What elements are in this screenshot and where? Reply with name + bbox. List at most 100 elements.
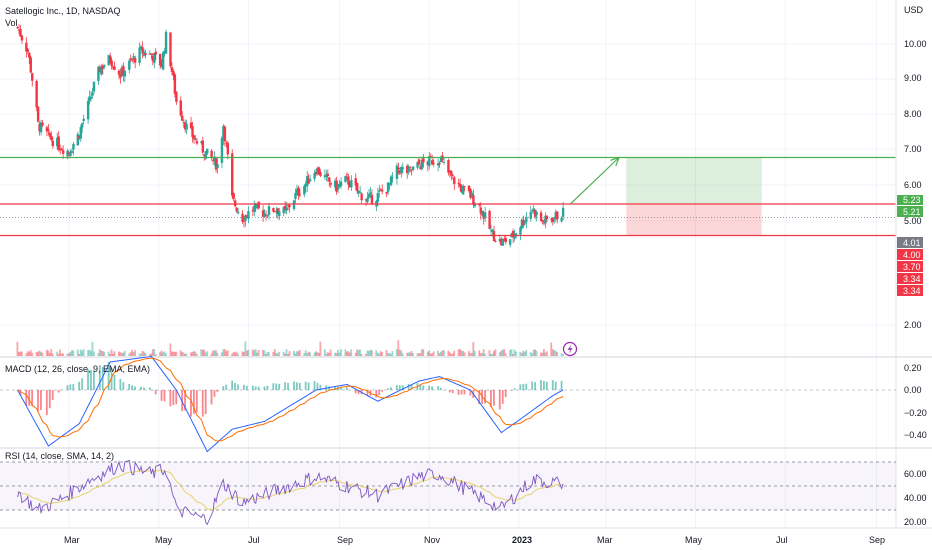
volume-bar (148, 353, 151, 356)
volume-bar (276, 353, 279, 356)
macd-pane[interactable] (0, 355, 896, 453)
candle-body (223, 126, 227, 142)
volume-bar (288, 351, 291, 356)
rsi-tick: 60.00 (904, 469, 927, 479)
candle-body (488, 210, 491, 229)
candle-body (397, 168, 400, 170)
price-tick: 5.00 (904, 216, 922, 226)
macd-histogram-bar (490, 390, 492, 408)
rsi-legend[interactable]: RSI (14, close, SMA, 14, 2) (5, 451, 114, 461)
macd-histogram-bar (201, 390, 204, 417)
candle-body (410, 169, 413, 171)
volume-bar (453, 350, 456, 356)
volume-bar (438, 353, 441, 356)
volume-bar (498, 352, 501, 356)
volume-bar (401, 353, 404, 356)
candle-body (254, 203, 257, 209)
price-axis[interactable]: USD 10.00 9.00 8.00 7.00 6.00 5.00 2.00 (904, 5, 927, 330)
price-tag: 5.23 (903, 195, 921, 205)
volume-bar (478, 350, 481, 356)
candle-body (204, 151, 207, 159)
volume-bar (543, 349, 545, 356)
rsi-pane[interactable] (0, 459, 896, 526)
macd-histogram-bar (48, 390, 51, 409)
volume-bar (463, 352, 466, 356)
candle-body (360, 193, 363, 201)
candle-body (354, 178, 357, 186)
candle-body (539, 212, 543, 221)
volume-bar (426, 351, 429, 356)
candle-body (144, 53, 147, 56)
volume-legend[interactable]: Vol (5, 18, 18, 28)
candle-body (164, 31, 168, 54)
candle-body (267, 206, 271, 215)
macd-histogram-bar (66, 384, 69, 390)
volume-bar (379, 351, 382, 356)
candle-body (356, 182, 359, 192)
volume-bar (390, 353, 392, 356)
volume-bar (251, 349, 254, 356)
candle-body (151, 55, 155, 62)
candle-body (261, 210, 265, 217)
volume-bar (370, 350, 373, 356)
candle-body (369, 192, 372, 195)
candle-body (58, 148, 62, 151)
volume-bar (194, 351, 197, 356)
candle-body (97, 66, 100, 81)
macd-legend[interactable]: MACD (12, 26, close, 9, EMA, EMA) (5, 364, 150, 374)
volume-bar (82, 349, 85, 356)
macd-histogram-bar (110, 368, 113, 390)
candle-body (533, 210, 537, 217)
macd-histogram-bar (551, 380, 554, 390)
volume-bar (400, 350, 403, 356)
volume-bar (122, 352, 125, 356)
candlestick-series[interactable] (16, 24, 565, 248)
candle-body (469, 188, 472, 198)
lightning-icon[interactable] (562, 341, 578, 357)
volume-bar (397, 340, 400, 356)
volume-bar (18, 351, 20, 356)
time-axis[interactable]: Mar May Jul Sep Nov 2023 Mar May Jul Sep (64, 535, 885, 545)
candle-body (481, 210, 484, 216)
volume-bar (41, 352, 44, 356)
volume-bar (153, 349, 156, 356)
volume-bar (119, 352, 122, 356)
macd-histogram-bar (195, 390, 198, 413)
candle-body (236, 211, 240, 214)
candle-body (153, 52, 156, 64)
price-tick: 6.00 (904, 180, 922, 190)
candle-body (251, 210, 255, 212)
candle-body (173, 74, 177, 94)
volume-bar (109, 353, 111, 356)
macd-histogram-bar (428, 385, 431, 390)
candle-body (244, 215, 247, 221)
candle-body (319, 172, 322, 177)
macd-histogram-bar (390, 387, 392, 390)
macd-histogram-bar (87, 369, 89, 390)
candle-body (525, 216, 528, 222)
candle-body (329, 183, 332, 185)
volume-bar (132, 352, 135, 356)
time-tick: Mar (64, 535, 80, 545)
volume-bar (309, 352, 311, 356)
volume-bar (140, 353, 142, 356)
candle-body (395, 165, 399, 180)
candle-body (141, 47, 144, 54)
candle-body (317, 167, 321, 175)
position-loss-zone[interactable] (626, 203, 762, 236)
volume-bar (513, 349, 516, 356)
position-profit-zone[interactable] (626, 157, 762, 204)
price-tag: 3.70 (903, 262, 921, 272)
symbol-title[interactable]: Satellogic Inc., 1D, NASDAQ (5, 6, 121, 16)
volume-bar (388, 352, 391, 356)
candle-body (282, 207, 285, 214)
macd-histogram-bar (469, 390, 472, 396)
candle-body (48, 132, 52, 137)
volume-bar (118, 351, 120, 356)
projection-arrow[interactable] (570, 156, 620, 205)
candle-body (107, 55, 110, 65)
macd-histogram-bar (334, 386, 336, 390)
volume-bar (216, 352, 219, 356)
candle-body (163, 51, 166, 54)
